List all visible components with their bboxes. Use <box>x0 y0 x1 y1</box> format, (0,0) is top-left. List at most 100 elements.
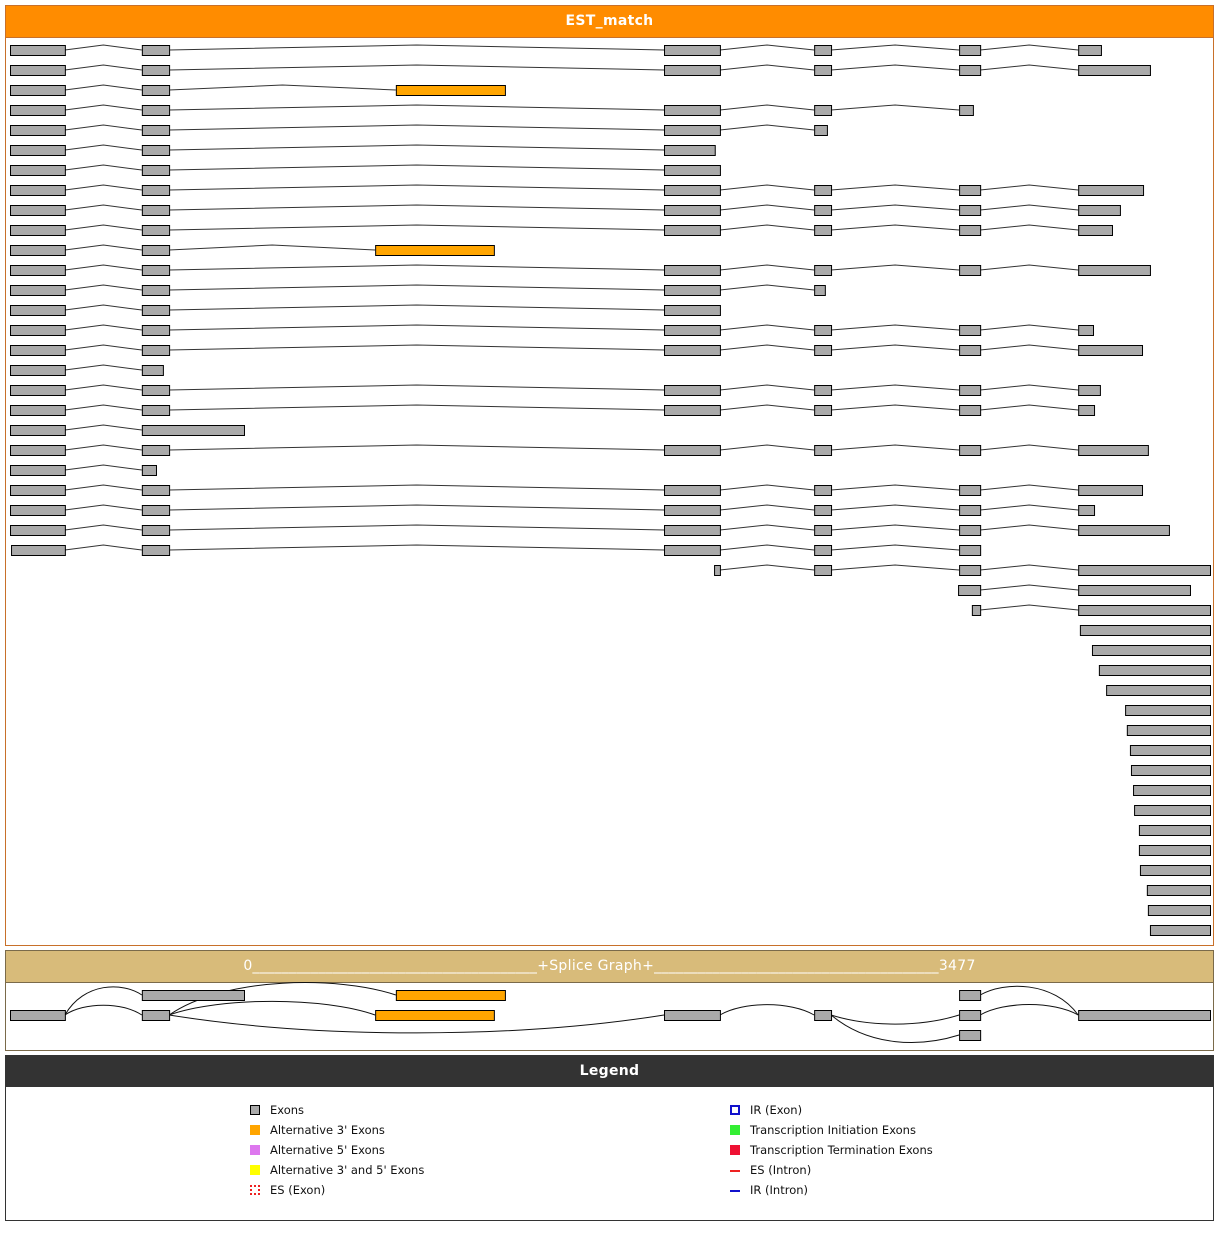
intron-line <box>64 144 142 151</box>
est-match-panel: EST_match <box>5 5 1214 946</box>
exon <box>814 405 833 416</box>
exon <box>10 105 66 116</box>
splice-edge <box>979 1004 1079 1016</box>
intron-line <box>169 164 665 171</box>
legend-panel: Legend <box>5 1055 1214 1221</box>
exon <box>1078 445 1149 456</box>
intron-line <box>719 404 815 411</box>
intron-line <box>169 104 665 111</box>
intron-line <box>831 344 960 351</box>
exon <box>1130 765 1211 776</box>
splice-edge <box>169 1014 665 1034</box>
intron-line <box>64 264 142 271</box>
exon <box>10 205 66 216</box>
intron-line <box>64 544 142 551</box>
exon <box>1078 385 1101 396</box>
intron-line <box>169 484 665 491</box>
exon <box>959 65 982 76</box>
intron-line <box>719 524 815 531</box>
exon <box>814 545 833 556</box>
intron-line <box>64 104 142 111</box>
splice-node-exon <box>141 1010 171 1021</box>
intron-line <box>64 284 142 291</box>
legend-label: Alternative 3' Exons <box>270 1123 385 1137</box>
exon <box>664 385 721 396</box>
exon <box>664 285 721 296</box>
exon <box>971 605 982 616</box>
exon <box>1106 685 1211 696</box>
intron-line <box>980 484 1079 491</box>
exon <box>1078 505 1096 516</box>
exon <box>814 385 833 396</box>
exon <box>664 65 721 76</box>
exon <box>141 525 171 536</box>
exon <box>10 265 66 276</box>
intron-line <box>64 384 142 391</box>
init-swatch-icon <box>730 1125 740 1135</box>
exon <box>959 385 982 396</box>
exon <box>814 565 833 576</box>
legend-label: Alternative 3' and 5' Exons <box>270 1163 425 1177</box>
intron-line <box>980 44 1079 51</box>
intron-line <box>831 504 960 511</box>
exon <box>141 425 245 436</box>
splice-node-alt3-exon <box>375 1010 495 1021</box>
exon <box>141 65 171 76</box>
intron-line <box>719 224 815 231</box>
exon <box>814 205 833 216</box>
exon <box>664 145 716 156</box>
splice-edge <box>168 1000 376 1016</box>
exon <box>814 525 833 536</box>
exon <box>1078 585 1191 596</box>
intron-line <box>64 404 142 411</box>
exon <box>714 565 721 576</box>
intron-line <box>64 524 142 531</box>
exon <box>10 65 66 76</box>
exon <box>814 225 833 236</box>
exon <box>1078 605 1212 616</box>
intron-line <box>980 204 1079 211</box>
exon <box>10 245 66 256</box>
exon <box>814 285 826 296</box>
exon <box>141 485 171 496</box>
exon <box>10 525 66 536</box>
intron-line <box>169 444 665 451</box>
splice-edge <box>168 982 397 1016</box>
intron-line <box>64 224 142 231</box>
intron-line <box>980 604 1079 611</box>
intron-line <box>169 224 665 231</box>
intron-line <box>980 184 1079 191</box>
exon <box>10 345 66 356</box>
exon <box>1078 345 1144 356</box>
exon <box>10 445 66 456</box>
exon <box>10 145 66 156</box>
exon <box>1139 865 1211 876</box>
intron-line <box>719 104 815 111</box>
intron-line <box>831 204 960 211</box>
exon <box>10 325 66 336</box>
intron-line <box>980 224 1079 231</box>
legend-label: Transcription Initiation Exons <box>750 1123 916 1137</box>
intron-line <box>64 244 142 251</box>
intron-line <box>169 264 665 271</box>
exon <box>814 325 833 336</box>
exon <box>141 445 171 456</box>
exon <box>959 485 982 496</box>
legend-header: Legend <box>6 1056 1213 1087</box>
exon <box>1125 705 1212 716</box>
intron-line <box>64 64 142 71</box>
exon <box>664 225 721 236</box>
exon <box>141 505 171 516</box>
intron-line <box>980 344 1079 351</box>
intron-line <box>719 64 815 71</box>
intron-line <box>169 504 665 511</box>
legend-label: Exons <box>270 1103 305 1117</box>
intron-line <box>980 444 1079 451</box>
exon <box>1078 65 1151 76</box>
exon <box>664 105 721 116</box>
intron-line <box>980 524 1079 531</box>
exon <box>141 345 171 356</box>
splice-node-exon <box>10 1010 66 1021</box>
exon <box>141 365 164 376</box>
intron-line <box>831 44 960 51</box>
